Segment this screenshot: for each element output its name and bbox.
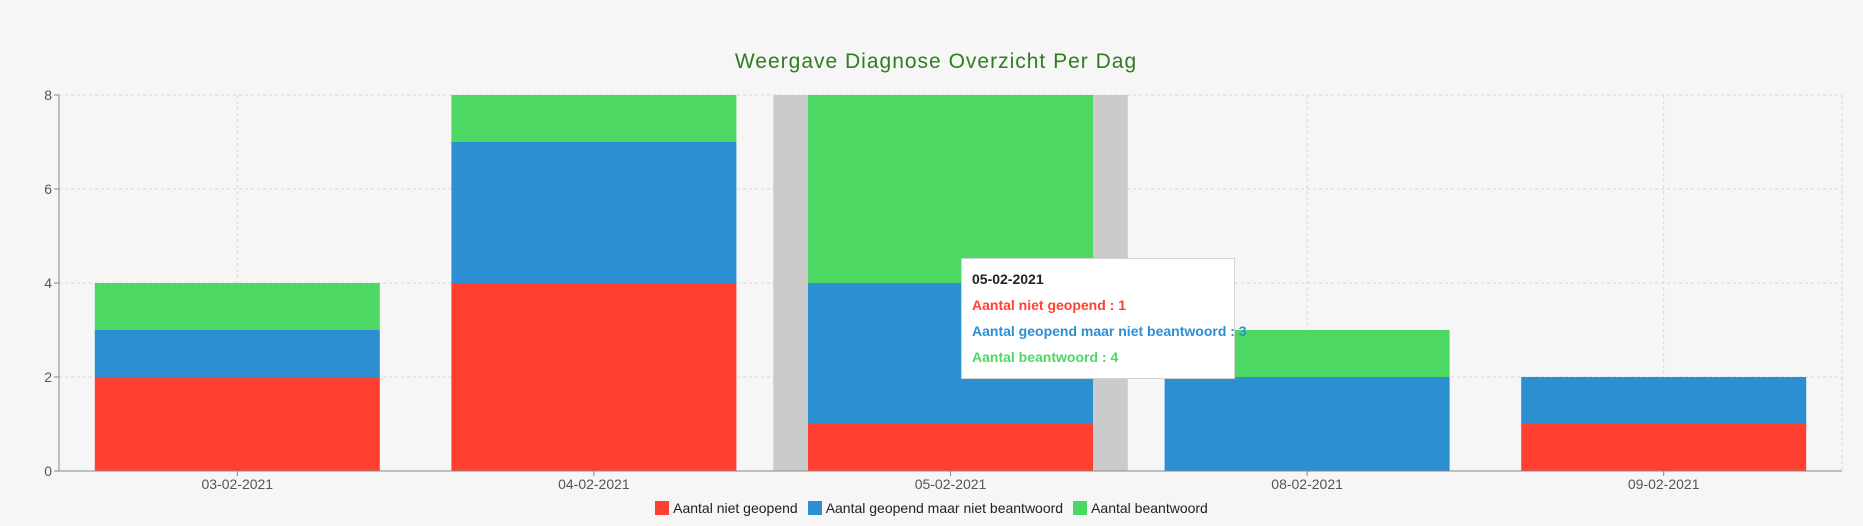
bar-aantal-niet-geopend-04-02-2021 — [451, 283, 737, 471]
bar-aantal-geopend-maar-niet-beantwoord-03-02-2021 — [94, 330, 380, 377]
bar-aantal-niet-geopend-05-02-2021 — [808, 424, 1093, 471]
legend-swatch-beantwoord — [1073, 501, 1088, 515]
y-tick-label: 4 — [44, 275, 52, 291]
chart-tooltip: 05-02-2021 Aantal niet geopend : 1 Aanta… — [961, 258, 1247, 379]
bar-aantal-beantwoord-05-02-2021 — [808, 95, 1093, 283]
x-tick-label: 04-02-2021 — [558, 476, 630, 492]
tooltip-row-beantwoord: Aantal beantwoord : 4 — [972, 349, 1119, 365]
legend-item-beantwoord[interactable]: Aantal beantwoord — [1073, 500, 1208, 516]
bar-aantal-niet-geopend-03-02-2021 — [94, 377, 380, 471]
x-tick-label: 03-02-2021 — [201, 476, 273, 492]
y-tick-label: 0 — [44, 463, 52, 479]
bar-aantal-geopend-maar-niet-beantwoord-08-02-2021 — [1164, 377, 1450, 471]
bar-aantal-niet-geopend-09-02-2021 — [1521, 424, 1807, 471]
tooltip-date: 05-02-2021 — [972, 271, 1044, 287]
legend-swatch-niet-geopend — [655, 501, 670, 515]
legend-label-niet-geopend: Aantal niet geopend — [673, 500, 798, 516]
chart-title: Weergave Diagnose Overzicht Per Dag — [735, 50, 1137, 73]
tooltip-row-niet-geopend: Aantal niet geopend : 1 — [972, 297, 1127, 313]
legend-swatch-geopend-niet-beantwoord — [807, 501, 822, 515]
y-tick-label: 2 — [44, 369, 52, 385]
chart-legend: Aantal niet geopend Aantal geopend maar … — [0, 500, 1863, 516]
y-tick-label: 8 — [44, 87, 52, 103]
x-tick-label: 09-02-2021 — [1628, 476, 1700, 492]
x-tick-label: 08-02-2021 — [1271, 476, 1343, 492]
bar-aantal-beantwoord-04-02-2021 — [451, 95, 737, 142]
legend-label-beantwoord: Aantal beantwoord — [1091, 500, 1208, 516]
tooltip-row-geopend-niet-beantwoord: Aantal geopend maar niet beantwoord : 3 — [972, 323, 1247, 339]
y-tick-label: 6 — [44, 181, 52, 197]
legend-label-geopend-niet-beantwoord: Aantal geopend maar niet beantwoord — [825, 500, 1064, 516]
x-tick-label: 05-02-2021 — [915, 476, 987, 492]
legend-item-geopend-niet-beantwoord[interactable]: Aantal geopend maar niet beantwoord — [807, 500, 1064, 516]
bar-aantal-geopend-maar-niet-beantwoord-04-02-2021 — [451, 142, 737, 283]
bar-aantal-beantwoord-03-02-2021 — [94, 283, 380, 330]
bar-aantal-geopend-maar-niet-beantwoord-09-02-2021 — [1521, 377, 1807, 424]
legend-item-niet-geopend[interactable]: Aantal niet geopend — [655, 500, 798, 516]
